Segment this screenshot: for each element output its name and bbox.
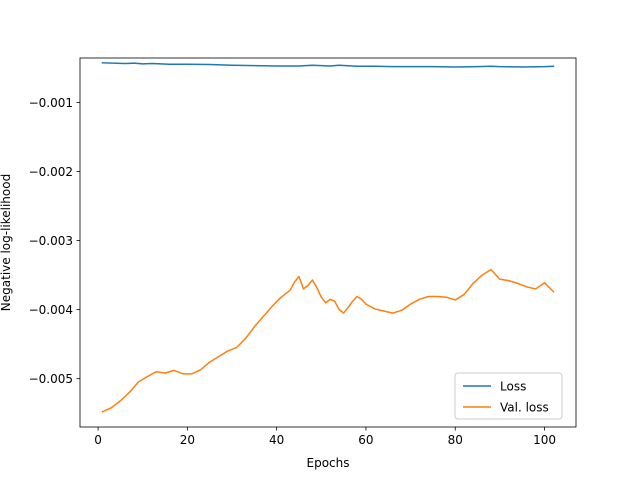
y-tick-label: −0.001 (29, 96, 73, 110)
y-tick-label: −0.002 (29, 165, 73, 179)
x-axis-label: Epochs (307, 456, 350, 470)
x-tick-label: 80 (448, 433, 463, 447)
plot-frame (79, 57, 577, 428)
x-axis: 0 20 40 60 80 100 (94, 427, 556, 447)
x-tick-label: 20 (180, 433, 195, 447)
y-axis-label: Negative log-likelihood (0, 174, 13, 311)
legend-label-0: Loss (500, 380, 526, 394)
y-axis: −0.005 −0.004 −0.003 −0.002 −0.001 (29, 96, 80, 386)
x-tick-label: 40 (269, 433, 284, 447)
y-tick-label: −0.005 (29, 372, 73, 386)
x-tick-label: 0 (94, 433, 102, 447)
legend: Loss Val. loss (454, 372, 563, 420)
y-tick-label: −0.004 (29, 303, 73, 317)
series-line-0 (101, 62, 555, 68)
plot-area (80, 58, 576, 427)
series-layer (101, 62, 555, 413)
series-line-1 (101, 268, 555, 413)
x-tick-label: 100 (533, 433, 556, 447)
legend-label-1: Val. loss (500, 401, 549, 415)
x-tick-label: 60 (358, 433, 373, 447)
y-tick-label: −0.003 (29, 234, 73, 248)
